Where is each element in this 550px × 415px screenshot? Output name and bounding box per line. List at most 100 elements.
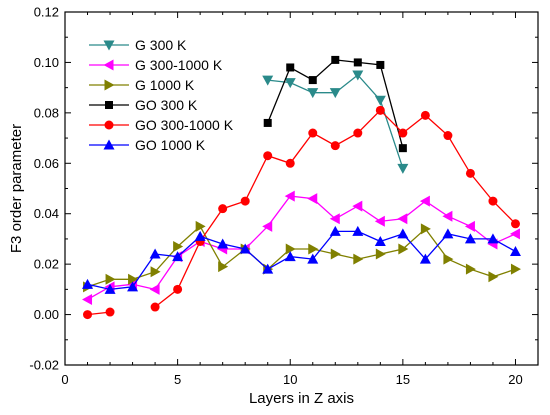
square-marker — [308, 76, 317, 85]
x-tick-label: 10 — [283, 372, 297, 387]
circle-marker — [510, 219, 520, 229]
legend-entry: G 300-1000 K — [89, 57, 223, 73]
circle-marker — [375, 105, 385, 115]
triangle-right-marker — [173, 240, 184, 252]
triangle-left-marker — [419, 195, 430, 207]
triangle-up-marker — [104, 283, 116, 294]
triangle-up-marker — [419, 253, 431, 264]
triangle-up-marker — [352, 225, 364, 236]
triangle-right-marker — [218, 261, 229, 273]
triangle-down-marker — [397, 163, 409, 174]
legend-entry: G 300 K — [89, 37, 187, 53]
triangle-right-marker — [330, 248, 341, 260]
axes: 0 5 10 15 20 -0.02 0.00 0.02 0.04 0.06 0.08 0.10 0.1… — [29, 5, 539, 387]
triangle-up-marker — [374, 235, 386, 246]
triangle-right-marker — [420, 223, 431, 235]
legend: G 300 K G 300-1000 K G 1000 K GO 300 K GO 30… — [89, 37, 234, 153]
y-tick-label: 0.00 — [34, 307, 59, 322]
circle-marker — [488, 196, 498, 206]
circle-marker — [398, 128, 408, 138]
circle-marker — [465, 168, 475, 178]
legend-entry: GO 300 K — [89, 97, 198, 113]
triangle-right-marker — [398, 243, 409, 255]
circle-marker — [105, 307, 115, 317]
triangle-left-marker — [352, 200, 363, 212]
legend-label: G 1000 K — [135, 77, 195, 93]
triangle-right-marker — [353, 253, 364, 265]
circle-marker — [218, 204, 228, 214]
triangle-left-marker — [103, 59, 114, 71]
triangle-right-marker — [488, 271, 499, 283]
triangle-left-marker — [307, 193, 318, 205]
legend-entry: GO 1000 K — [89, 137, 206, 153]
series-go-300-1000-k — [83, 105, 520, 320]
triangle-up-marker — [464, 233, 476, 244]
triangle-down-marker — [103, 40, 115, 51]
circle-marker — [330, 141, 340, 151]
legend-label: G 300 K — [135, 37, 187, 53]
y-axis-label: F3 order parameter — [8, 124, 25, 253]
x-axis-label: Layers in Z axis — [249, 390, 354, 407]
circle-marker — [263, 151, 273, 161]
x-tick-label: 15 — [396, 372, 410, 387]
triangle-left-marker — [149, 283, 160, 295]
y-tick-label: 0.08 — [34, 105, 59, 120]
triangle-down-marker — [307, 88, 319, 99]
triangle-up-marker — [487, 233, 499, 244]
legend-label: GO 300-1000 K — [135, 117, 234, 133]
triangle-right-marker — [308, 243, 319, 255]
square-marker — [286, 63, 295, 72]
circle-marker — [104, 120, 114, 130]
triangle-left-marker — [397, 213, 408, 225]
triangle-up-marker — [172, 251, 184, 262]
triangle-left-marker — [262, 220, 273, 232]
circle-marker — [420, 110, 430, 120]
series-g-300-1000-k — [82, 190, 520, 305]
triangle-down-marker — [262, 75, 274, 86]
square-marker — [353, 58, 362, 67]
triangle-up-marker — [103, 139, 115, 150]
circle-marker — [173, 284, 183, 294]
circle-marker — [308, 128, 318, 138]
triangle-down-marker — [374, 95, 386, 106]
triangle-up-marker — [509, 246, 521, 257]
square-marker — [376, 60, 385, 69]
series-line — [87, 195, 516, 300]
triangle-right-marker — [285, 243, 296, 255]
triangle-right-marker — [510, 263, 521, 275]
x-tick-label: 5 — [174, 372, 181, 387]
triangle-up-marker — [82, 278, 94, 289]
circle-marker — [240, 196, 250, 206]
triangle-up-marker — [239, 243, 251, 254]
circle-marker — [443, 131, 453, 141]
series-layer — [82, 55, 521, 320]
circle-marker — [150, 302, 160, 312]
y-tick-label: 0.12 — [34, 5, 59, 20]
legend-label: G 300-1000 K — [135, 57, 223, 73]
triangle-down-marker — [352, 70, 364, 81]
triangle-up-marker — [284, 251, 296, 262]
triangle-left-marker — [509, 228, 520, 240]
triangle-up-marker — [217, 238, 229, 249]
triangle-left-marker — [464, 220, 475, 232]
y-tick-label: 0.06 — [34, 156, 59, 171]
legend-label: GO 300 K — [135, 97, 198, 113]
triangle-left-marker — [329, 213, 340, 225]
square-marker — [263, 118, 272, 127]
triangle-up-marker — [149, 248, 161, 259]
circle-marker — [353, 128, 363, 138]
triangle-up-marker — [307, 253, 319, 264]
y-tick-label: 0.04 — [34, 206, 59, 221]
series-go-1000-k — [82, 225, 521, 294]
series-line — [267, 59, 404, 149]
triangle-right-marker — [150, 266, 161, 278]
y-tick-label: -0.02 — [29, 358, 59, 373]
triangle-left-marker — [284, 190, 295, 202]
triangle-up-marker — [442, 228, 454, 239]
triangle-right-marker — [443, 253, 454, 265]
triangle-up-marker — [262, 263, 274, 274]
series-g-300-k — [262, 70, 409, 174]
triangle-left-marker — [374, 215, 385, 227]
triangle-up-marker — [127, 281, 139, 292]
